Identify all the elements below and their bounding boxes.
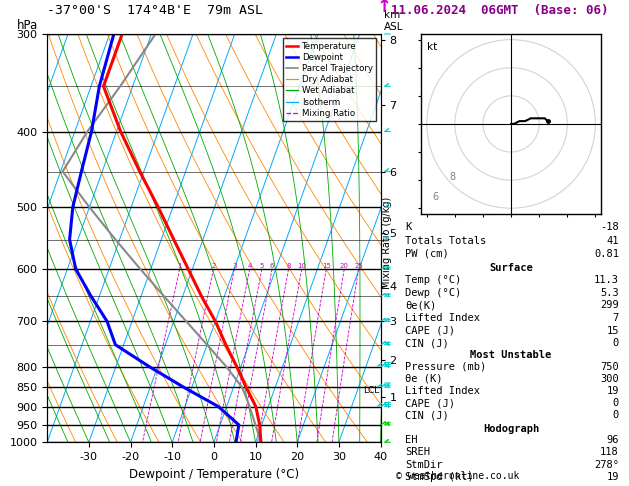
Text: StmSpd (kt): StmSpd (kt) <box>406 472 474 482</box>
Text: hPa: hPa <box>17 19 38 32</box>
Text: 41: 41 <box>606 236 619 246</box>
Text: K: K <box>406 223 412 232</box>
Text: 0.81: 0.81 <box>594 249 619 259</box>
Text: ↑: ↑ <box>376 0 391 16</box>
Text: 0: 0 <box>613 338 619 348</box>
Text: LCL: LCL <box>363 386 379 395</box>
Text: Totals Totals: Totals Totals <box>406 236 487 246</box>
Text: -37°00'S  174°4B'E  79m ASL: -37°00'S 174°4B'E 79m ASL <box>47 4 263 17</box>
Text: 7: 7 <box>613 313 619 323</box>
Text: 278°: 278° <box>594 460 619 470</box>
Text: Surface: Surface <box>489 263 533 274</box>
Text: CAPE (J): CAPE (J) <box>406 398 455 408</box>
Text: Dewp (°C): Dewp (°C) <box>406 288 462 298</box>
Text: CIN (J): CIN (J) <box>406 338 449 348</box>
Text: 19: 19 <box>606 472 619 482</box>
Text: 4: 4 <box>247 263 252 269</box>
Text: CIN (J): CIN (J) <box>406 410 449 420</box>
Text: Most Unstable: Most Unstable <box>470 350 552 360</box>
Text: Temp (°C): Temp (°C) <box>406 275 462 285</box>
Text: 0: 0 <box>613 410 619 420</box>
Text: 11.06.2024  06GMT  (Base: 06): 11.06.2024 06GMT (Base: 06) <box>391 4 609 17</box>
Text: 118: 118 <box>600 448 619 457</box>
Text: Mixing Ratio (g/kg): Mixing Ratio (g/kg) <box>382 197 392 289</box>
Text: 1: 1 <box>177 263 182 269</box>
Text: 3: 3 <box>232 263 237 269</box>
Text: 10: 10 <box>297 263 306 269</box>
Legend: Temperature, Dewpoint, Parcel Trajectory, Dry Adiabat, Wet Adiabat, Isotherm, Mi: Temperature, Dewpoint, Parcel Trajectory… <box>283 38 376 121</box>
Text: SREH: SREH <box>406 448 430 457</box>
Text: θe(K): θe(K) <box>406 300 437 311</box>
Text: Lifted Index: Lifted Index <box>406 313 481 323</box>
Text: 96: 96 <box>606 435 619 445</box>
Text: 5: 5 <box>260 263 264 269</box>
Text: CAPE (J): CAPE (J) <box>406 326 455 336</box>
Text: 299: 299 <box>600 300 619 311</box>
Text: © weatheronline.co.uk: © weatheronline.co.uk <box>396 471 520 481</box>
Text: 8: 8 <box>449 172 455 182</box>
Text: 6: 6 <box>432 192 438 202</box>
Text: 11.3: 11.3 <box>594 275 619 285</box>
Text: Lifted Index: Lifted Index <box>406 386 481 396</box>
Text: 2: 2 <box>211 263 216 269</box>
Text: kt: kt <box>426 42 437 52</box>
Text: 20: 20 <box>340 263 348 269</box>
Text: θe (K): θe (K) <box>406 374 443 384</box>
Text: Pressure (mb): Pressure (mb) <box>406 362 487 372</box>
Text: PW (cm): PW (cm) <box>406 249 449 259</box>
Text: EH: EH <box>406 435 418 445</box>
Text: 0: 0 <box>613 398 619 408</box>
Text: 5.3: 5.3 <box>600 288 619 298</box>
Text: Hodograph: Hodograph <box>483 424 539 434</box>
Text: -18: -18 <box>600 223 619 232</box>
Text: 15: 15 <box>606 326 619 336</box>
Text: 15: 15 <box>322 263 331 269</box>
Text: 750: 750 <box>600 362 619 372</box>
Text: 300: 300 <box>600 374 619 384</box>
X-axis label: Dewpoint / Temperature (°C): Dewpoint / Temperature (°C) <box>129 468 299 481</box>
Text: StmDir: StmDir <box>406 460 443 470</box>
Text: km
ASL: km ASL <box>384 10 403 32</box>
Text: 19: 19 <box>606 386 619 396</box>
Text: 25: 25 <box>354 263 363 269</box>
Text: 8: 8 <box>286 263 291 269</box>
Text: 6: 6 <box>270 263 274 269</box>
